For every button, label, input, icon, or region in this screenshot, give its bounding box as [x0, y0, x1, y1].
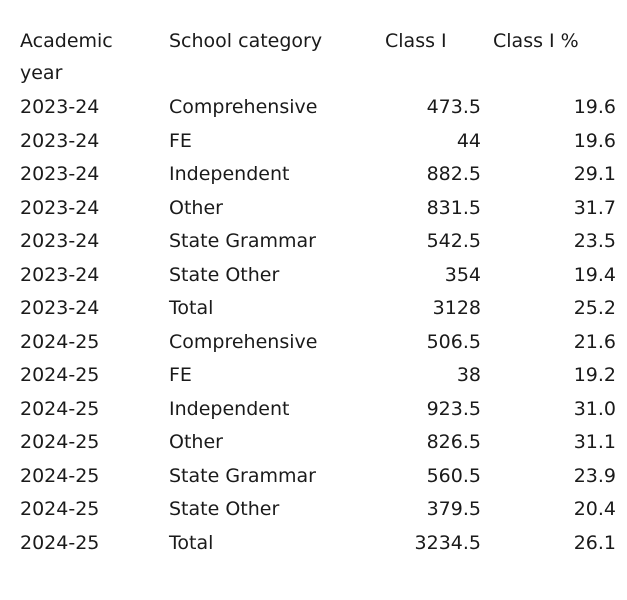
table-cell: 923.5	[426, 397, 481, 420]
table-cell: 26.1	[573, 531, 616, 554]
table-cell: Total	[169, 297, 214, 319]
table-cell: 2024-25	[20, 498, 100, 520]
table-cell: 19.6	[573, 96, 616, 118]
table-cell: 2023-24	[20, 230, 100, 252]
table-cell: 23.5	[573, 230, 616, 252]
table-cell: 354	[444, 263, 481, 286]
table-cell: 2023-24	[20, 96, 100, 118]
table-cell: 3234.5	[414, 531, 481, 554]
table-cell: 19.2	[573, 364, 616, 386]
table-cell: 21.6	[573, 330, 616, 353]
table-cell: 831.5	[426, 196, 481, 219]
table-cell: 23.9	[573, 464, 616, 487]
table-cell: State Other	[169, 498, 280, 520]
table-cell: Total	[169, 531, 214, 554]
table-cell: 2024-25	[20, 464, 100, 487]
table-cell: 2024-25	[20, 397, 100, 420]
table-cell: 560.5	[426, 464, 481, 487]
table-cell: 44	[456, 129, 481, 152]
table-cell: State Other	[169, 263, 280, 286]
table-cell: 38	[456, 364, 481, 386]
table-cell: 19.4	[573, 263, 616, 286]
table-cell: 2023-24	[20, 196, 100, 219]
table-cell: 542.5	[426, 230, 481, 252]
table-cell: Other	[169, 431, 223, 453]
column-header: School category	[169, 30, 323, 52]
table-cell: 379.5	[426, 498, 481, 520]
table-cell: 29.1	[573, 163, 616, 185]
table-cell: 473.5	[426, 96, 481, 118]
table-cell: 2024-25	[20, 364, 100, 386]
table-cell: 31.7	[573, 196, 616, 219]
table-cell: 2024-25	[20, 330, 100, 353]
table-cell: 25.2	[573, 297, 616, 319]
table-cell: FE	[169, 364, 192, 386]
table-cell: 31.0	[573, 397, 616, 420]
table-cell: Comprehensive	[169, 330, 318, 353]
table-cell: 3128	[432, 297, 481, 319]
table-cell: FE	[169, 129, 192, 152]
table-cell: 2024-25	[20, 431, 100, 453]
table-cell: State Grammar	[169, 464, 316, 487]
table-cell: 2023-24	[20, 163, 100, 185]
table-cell: 2023-24	[20, 129, 100, 152]
table-cell: Independent	[169, 397, 290, 420]
table-cell: 19.6	[573, 129, 616, 152]
column-header: Class I %	[493, 30, 579, 52]
table-cell: 826.5	[426, 431, 481, 453]
column-header: Class I	[385, 30, 447, 52]
table-cell: 2023-24	[20, 263, 100, 286]
table-cell: 20.4	[573, 498, 616, 520]
table-cell: Independent	[169, 163, 290, 185]
table-cell: 31.1	[573, 431, 616, 453]
table-cell: State Grammar	[169, 230, 316, 252]
table-cell: 506.5	[426, 330, 481, 353]
table-cell: Comprehensive	[169, 96, 318, 118]
table-cell: 882.5	[426, 163, 481, 185]
table-cell: Other	[169, 196, 223, 219]
table-cell: 2024-25	[20, 531, 100, 554]
table-cell: 2023-24	[20, 297, 100, 319]
column-header: Academic year	[20, 30, 113, 84]
